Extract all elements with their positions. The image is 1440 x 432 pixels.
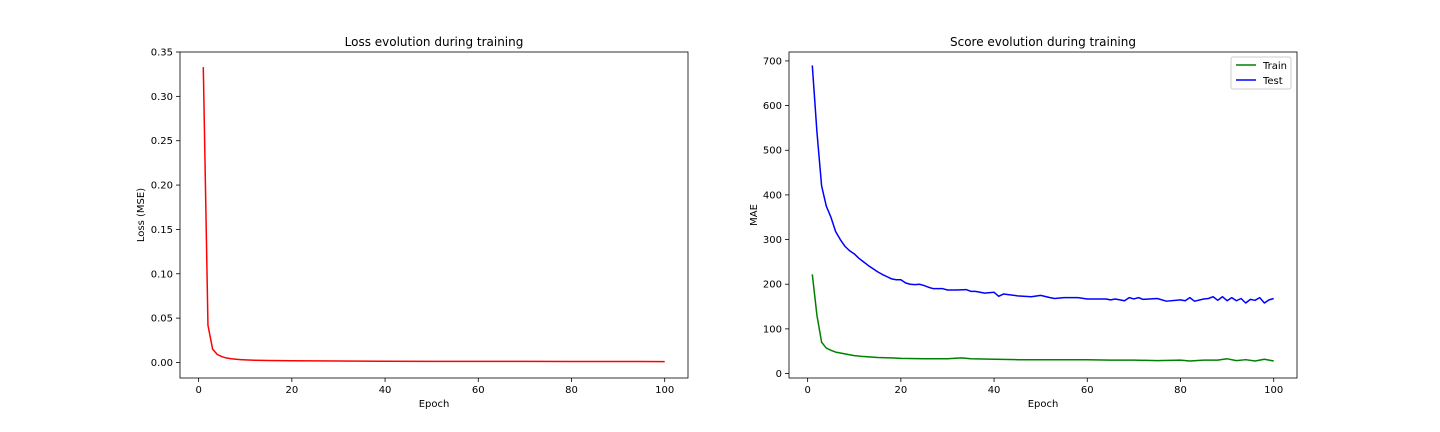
loss-chart-plot-frame <box>179 51 689 379</box>
score-chart: Score evolution during training Epoch MA… <box>749 35 1298 410</box>
score-chart-ytick-label: 200 <box>763 280 782 291</box>
score-chart-xtick-label: 60 <box>1081 385 1094 396</box>
legend-train-label: Train <box>1262 61 1287 72</box>
score-chart-ytick-label: 700 <box>763 56 782 67</box>
score-chart-ytick-label: 300 <box>763 235 782 246</box>
loss-chart-ytick-label: 0.35 <box>151 48 173 59</box>
score-chart-xlabel: Epoch <box>1028 399 1059 410</box>
score-chart-ytick-label: 500 <box>763 146 782 157</box>
score-chart-xtick-label: 80 <box>1174 385 1187 396</box>
loss-chart-ylabel: Loss (MSE) <box>136 188 147 242</box>
loss-chart-ytick-label: 0.05 <box>151 314 173 325</box>
legend-test-label: Test <box>1262 76 1283 87</box>
score-chart-ytick-label: 600 <box>763 101 782 112</box>
score-chart-ylabel: MAE <box>749 204 760 226</box>
loss-chart-xtick-label: 20 <box>285 385 298 396</box>
loss-chart-ytick-label: 0.15 <box>151 225 173 236</box>
score-chart-legend: Train Test <box>1230 56 1292 90</box>
loss-chart-ytick-label: 0.00 <box>151 358 173 369</box>
loss-chart-xtick-label: 40 <box>379 385 392 396</box>
loss-chart-title: Loss evolution during training <box>345 35 524 49</box>
loss-chart-ytick-label: 0.10 <box>151 269 173 280</box>
loss-chart-ytick-label: 0.20 <box>151 181 173 192</box>
loss-chart-xtick-label: 60 <box>472 385 485 396</box>
score-chart-ytick-label: 0 <box>776 369 782 380</box>
loss-chart-xtick-label: 80 <box>565 385 578 396</box>
loss-chart-xtick-label: 0 <box>195 385 201 396</box>
score-chart-title: Score evolution during training <box>950 35 1136 49</box>
score-chart-xtick-label: 40 <box>988 385 1001 396</box>
score-chart-plot-frame <box>788 51 1298 379</box>
loss-chart: Loss evolution during training Epoch Los… <box>136 35 689 410</box>
loss-chart-ytick-label: 0.25 <box>151 136 173 147</box>
score-chart-ytick-label: 400 <box>763 190 782 201</box>
score-chart-series-train-line <box>811 274 1274 362</box>
loss-chart-ytick-label: 0.30 <box>151 92 173 103</box>
score-chart-series-test-line <box>811 65 1274 304</box>
score-chart-xtick-label: 0 <box>804 385 810 396</box>
score-chart-xtick-label: 100 <box>1264 385 1283 396</box>
loss-chart-xtick-label: 100 <box>655 385 674 396</box>
score-chart-xtick-label: 20 <box>894 385 907 396</box>
loss-chart-xlabel: Epoch <box>419 399 450 410</box>
score-chart-ytick-label: 100 <box>763 324 782 335</box>
loss-chart-series-loss-line <box>202 67 665 363</box>
